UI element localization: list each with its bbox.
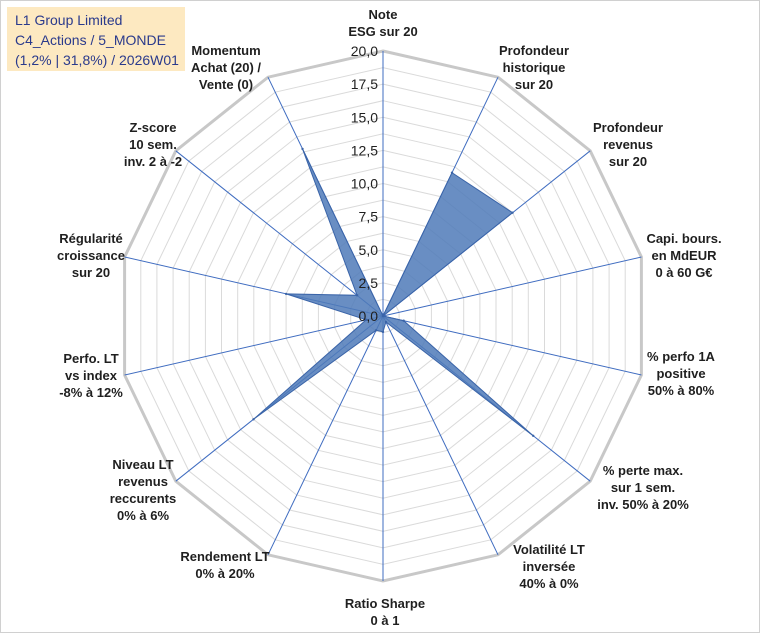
axis-line-10 [124,315,384,376]
axis-label-13: Momentum Achat (20) / Vente (0) [191,43,261,92]
data-point-8 [374,329,378,332]
data-point-12 [355,294,359,297]
data-point-6 [384,320,388,324]
tick-label: 5,0 [359,242,379,258]
data-point-3 [381,314,385,318]
data-point-9 [252,418,255,421]
data-point-4 [402,319,405,322]
axis-label-11: Régularité croissance sur 20 [57,231,125,280]
data-point-13 [301,147,304,151]
axis-label-10: Perfo. LT vs index -8% à 12% [59,351,123,400]
axis-label-12: Z-score 10 sem. inv. 2 à -2 [124,120,182,169]
chart-title-box: L1 Group Limited C4_Actions / 5_MONDE (1… [7,7,185,71]
tick-label: 0,0 [359,308,379,324]
axis-label-8: Rendement LT 0% à 20% [180,549,269,581]
axis-label-1: Profondeur historique sur 20 [499,43,569,92]
data-point-5 [532,434,535,437]
axis-label-4: % perfo 1A positive 50% à 80% [647,349,716,398]
axis-label-6: Volatilité LT inversée 40% à 0% [513,542,585,591]
series-area [253,148,534,437]
title-line-stats: (1,2% | 31,8%) / 2026W01 [15,52,179,68]
axis-line-6 [382,315,499,556]
title-line-company: L1 Group Limited [15,12,123,28]
axis-label-3: Capi. bours. en MdEUR 0 à 60 G€ [646,231,721,280]
data-point-11 [284,292,288,296]
tick-label: 10,0 [351,176,378,192]
axis-line-12 [175,150,384,317]
data-point-10 [365,318,368,321]
axis-line-8 [267,315,384,556]
axis-label-7: Ratio Sharpe 0 à 1 [345,596,425,628]
tick-label: 7,5 [359,209,379,225]
axis-label-5: % perte max. sur 1 sem. inv. 50% à 20% [597,463,689,512]
title-line-category: C4_Actions / 5_MONDE [15,32,166,48]
axis-label-9: Niveau LT revenus reccurents 0% à 6% [110,457,176,523]
axis-label-2: Profondeur revenus sur 20 [593,120,663,169]
data-point-2 [511,211,514,214]
data-point-7 [381,330,385,334]
tick-label: 12,5 [351,142,378,158]
axis-line-3 [382,256,642,317]
axis-label-0: Note ESG sur 20 [348,7,417,39]
data-point-1 [450,171,454,174]
tick-label: 2,5 [359,275,379,291]
tick-label: 20,0 [351,43,378,59]
tick-label: 15,0 [351,109,378,125]
axis-line-4 [382,315,642,376]
tick-label: 17,5 [351,76,378,92]
